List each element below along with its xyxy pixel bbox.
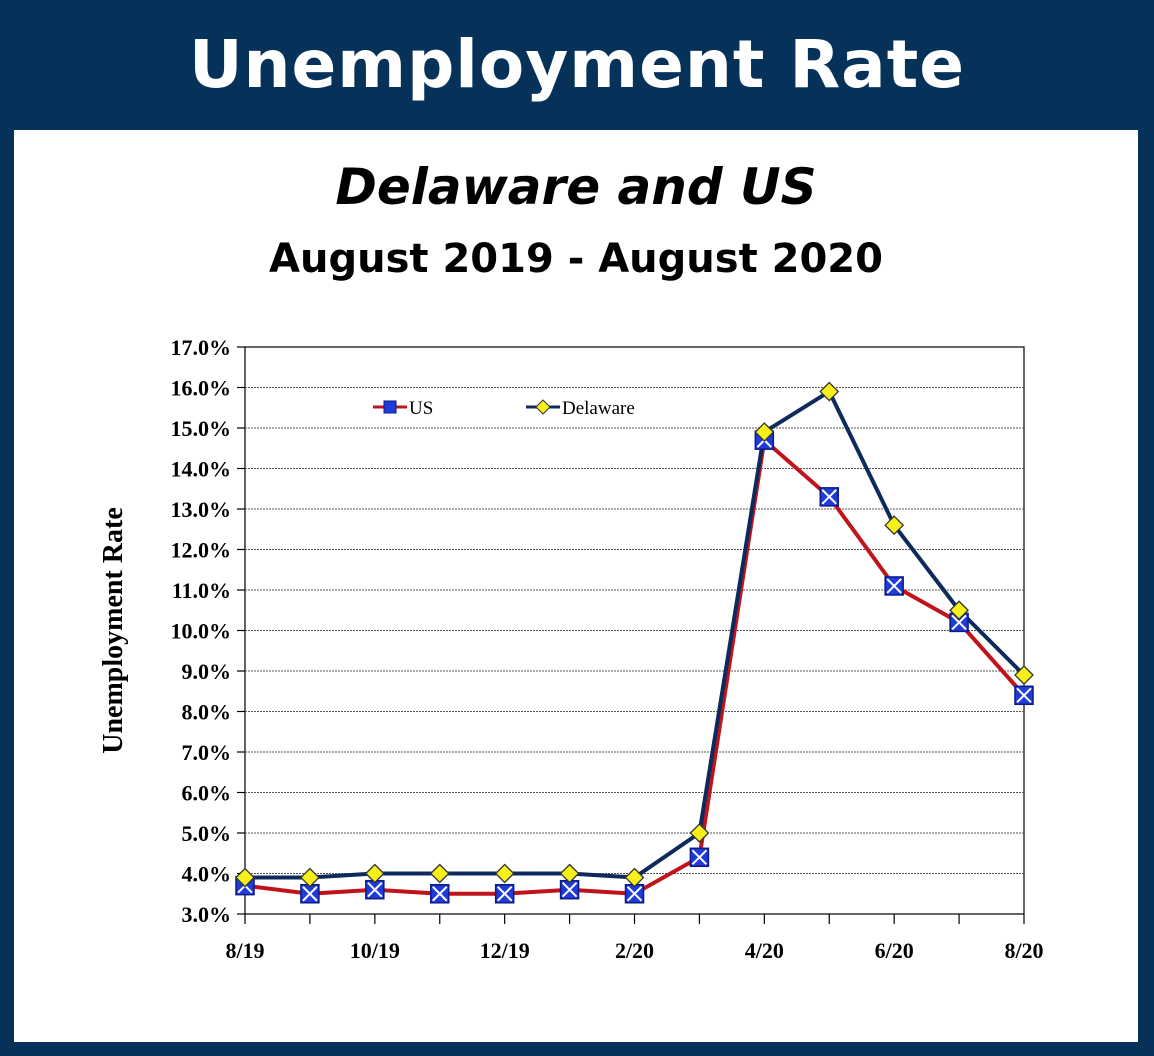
x-tick-label: 12/19 xyxy=(480,938,530,963)
y-tick-label: 8.0% xyxy=(182,700,232,725)
chart-panel: Delaware and US August 2019 - August 202… xyxy=(14,130,1138,1042)
banner-title: Unemployment Rate xyxy=(188,26,966,103)
y-axis-title: Unemployment Rate xyxy=(98,507,129,754)
x-tick-label: 2/20 xyxy=(615,938,654,963)
marker-cross xyxy=(432,886,448,902)
data-point-delaware xyxy=(754,422,775,442)
y-tick-label: 7.0% xyxy=(182,740,232,765)
data-point-delaware xyxy=(624,867,645,888)
marker-cross xyxy=(626,886,643,902)
y-tick-label: 16.0% xyxy=(171,376,232,401)
legend-marker-delaware xyxy=(535,399,551,415)
y-tick-label: 13.0% xyxy=(171,497,232,522)
data-point-delaware xyxy=(364,863,385,884)
data-point-delaware xyxy=(235,867,255,888)
x-tick-label: 6/20 xyxy=(875,938,914,963)
marker-cross xyxy=(886,578,902,594)
data-point-delaware xyxy=(494,863,515,884)
data-point-delaware xyxy=(429,863,450,884)
marker-cross xyxy=(302,886,318,902)
marker-cross xyxy=(1016,687,1032,704)
marker-cross xyxy=(561,881,578,898)
series-line-us xyxy=(244,438,1026,896)
marker-cross xyxy=(367,881,383,898)
plot-area xyxy=(244,346,1025,915)
x-tick-label: 8/19 xyxy=(225,938,264,963)
x-tick-label: 8/20 xyxy=(1004,938,1043,963)
legend-label-delaware: Delaware xyxy=(562,398,635,419)
x-tick-label: 4/20 xyxy=(745,938,784,963)
chart-title: Delaware and US xyxy=(335,158,817,216)
data-point-delaware xyxy=(949,600,970,621)
y-tick-label: 3.0% xyxy=(182,902,232,927)
line-chart: 3.0% 4.0% 5.0% 6.0% 7.0% 8.0% 9.0% 10.0% 11.0% 12… xyxy=(98,335,1044,963)
data-point-delaware xyxy=(819,381,840,402)
data-point-delaware xyxy=(559,863,580,884)
marker-cross xyxy=(691,849,708,866)
marker-cross xyxy=(496,886,513,902)
y-tick-label: 10.0% xyxy=(171,619,232,644)
series-line-delaware xyxy=(245,389,1026,880)
y-tick-label: 14.0% xyxy=(171,457,232,482)
y-tick-label: 15.0% xyxy=(171,416,232,441)
data-point-delaware xyxy=(884,515,905,536)
data-point-delaware xyxy=(1014,665,1034,685)
y-tick-label: 4.0% xyxy=(182,862,232,887)
legend-marker-us xyxy=(383,400,397,414)
y-tick-label: 11.0% xyxy=(172,578,231,603)
chart-subtitle: August 2019 - August 2020 xyxy=(269,236,883,282)
legend-label-us: US xyxy=(409,398,433,419)
y-tick-label: 5.0% xyxy=(182,821,232,846)
marker-cross xyxy=(951,614,967,631)
x-tick-label: 10/19 xyxy=(350,938,400,963)
marker-cross xyxy=(821,489,837,505)
data-point-delaware xyxy=(299,867,320,888)
data-point-delaware xyxy=(689,823,710,843)
y-tick-label: 12.0% xyxy=(171,538,232,563)
y-tick-label: 9.0% xyxy=(182,659,232,684)
y-tick-label: 17.0% xyxy=(171,335,232,360)
y-tick-label: 6.0% xyxy=(182,781,232,806)
